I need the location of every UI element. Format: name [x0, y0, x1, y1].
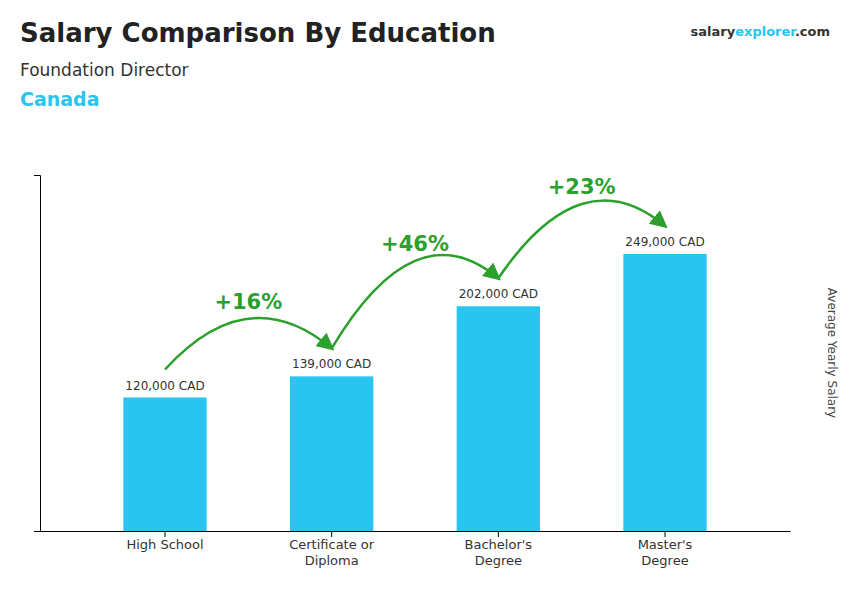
bar	[290, 376, 373, 531]
subtitle: Canada	[20, 88, 100, 110]
bars	[123, 254, 706, 531]
x-tick-mark	[498, 531, 499, 537]
x-tick-mark	[665, 531, 666, 537]
y-axis-line	[34, 176, 41, 532]
data-label: 120,000 CAD	[125, 379, 204, 393]
data-label: 202,000 CAD	[459, 287, 538, 301]
subtitle: Foundation Director	[20, 60, 189, 80]
growth-arrow	[498, 201, 665, 279]
y-axis	[34, 176, 41, 532]
x-tick: Bachelor'sDegree	[465, 531, 533, 568]
data-label: 139,000 CAD	[292, 357, 371, 371]
x-tick-label: Certificate orDiploma	[289, 537, 375, 568]
x-tick-label-line: High School	[126, 537, 203, 552]
x-tick-label: High School	[126, 537, 203, 552]
x-tick: Master'sDegree	[638, 531, 693, 568]
x-axis-line	[41, 531, 791, 532]
x-tick-label-line: Certificate or	[289, 537, 375, 552]
bar	[623, 254, 706, 531]
bar	[457, 306, 540, 531]
bar	[123, 398, 206, 532]
x-tick-mark	[331, 531, 332, 537]
x-tick-label-line: Degree	[475, 553, 522, 568]
annotation: +23%	[548, 175, 616, 199]
y-axis-title: Average Yearly Salary	[825, 288, 839, 418]
chart-svg: Salary Comparison By Education Foundation…	[0, 0, 850, 606]
growth-arrow	[165, 318, 332, 370]
annotation: +46%	[381, 232, 449, 256]
x-axis: High School Certificate orDiploma Bachelor…	[41, 531, 791, 568]
x-tick-label-line: Diploma	[305, 553, 359, 568]
chart-container: Salary Comparison By Education Foundation…	[0, 0, 850, 606]
x-tick: High School	[126, 531, 203, 552]
plot: High School Certificate orDiploma Bachelor…	[34, 175, 791, 568]
annotation: +16%	[214, 290, 282, 314]
x-tick-label-line: Master's	[638, 537, 693, 552]
x-tick: Certificate orDiploma	[289, 531, 375, 568]
source: salaryexplorer.com	[691, 24, 830, 39]
growth-arrow	[332, 255, 499, 348]
source-part: .com	[795, 24, 830, 39]
arrows: +16% +46% +23%	[165, 175, 665, 369]
x-tick-label: Master'sDegree	[638, 537, 693, 568]
x-tick-label-line: Degree	[641, 553, 688, 568]
x-tick-label: Bachelor'sDegree	[465, 537, 533, 568]
title: Salary Comparison By Education	[20, 18, 496, 48]
x-tick-label-line: Bachelor's	[465, 537, 533, 552]
source-part: explorer	[735, 24, 797, 39]
source-part: salary	[691, 24, 736, 39]
data-label: 249,000 CAD	[625, 235, 704, 249]
x-tick-mark	[165, 531, 166, 537]
